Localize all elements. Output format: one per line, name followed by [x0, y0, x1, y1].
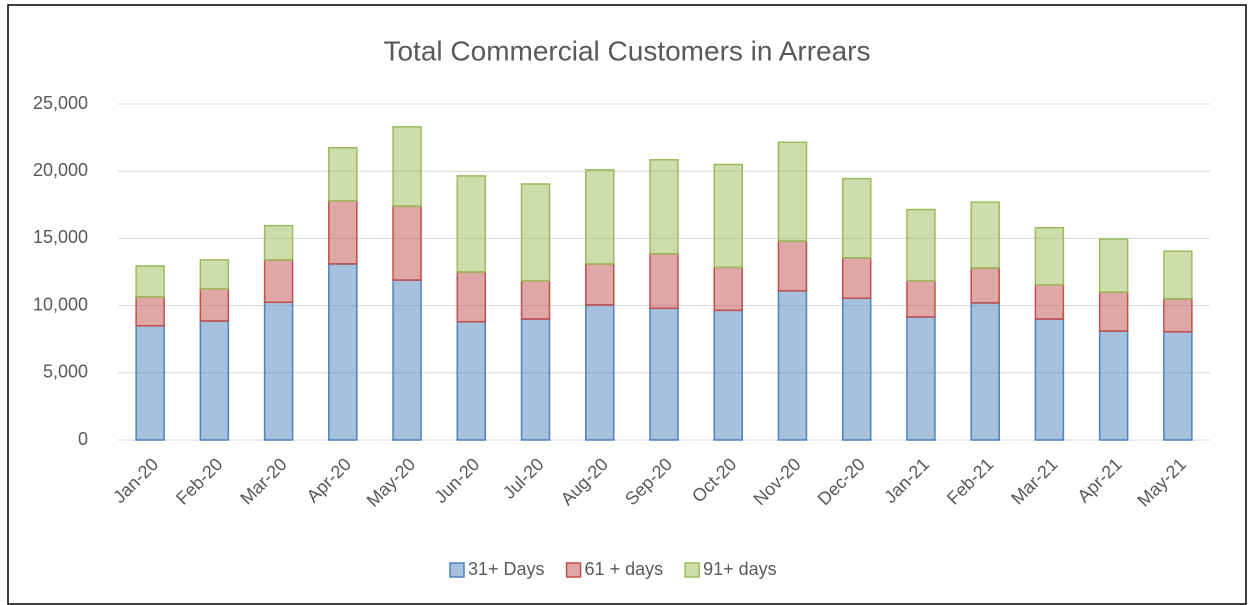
y-tick-label: 25,000 [33, 93, 88, 113]
bar-segment [585, 263, 615, 306]
bar-segment [392, 126, 422, 207]
bar-segment [263, 259, 294, 303]
bar-segment [1034, 284, 1065, 320]
bar-segment [970, 267, 1000, 304]
bar-segment [713, 266, 743, 312]
bar-segment [520, 279, 551, 320]
bar-segment [713, 163, 743, 269]
bar-segment [777, 240, 808, 292]
bar-segment [263, 224, 294, 261]
bar-segment [1163, 250, 1193, 300]
y-tick-label: 20,000 [33, 160, 88, 180]
bar-segment [585, 169, 615, 265]
bar-segment [777, 141, 808, 242]
bar-segment [1034, 318, 1065, 441]
bar-segment [649, 253, 679, 310]
y-tick-label: 15,000 [33, 227, 88, 247]
bar-segment [1098, 330, 1129, 441]
bar-segment [328, 200, 358, 265]
legend-label: 91+ days [703, 559, 777, 579]
y-tick-label: 0 [78, 429, 88, 449]
bar-segment [135, 296, 165, 327]
bar-segment [328, 263, 358, 441]
bar-segment [1163, 331, 1193, 441]
bar-segment [649, 307, 679, 441]
bar-segment [970, 302, 1000, 441]
bar-segment [906, 208, 936, 282]
bar-segment [199, 288, 230, 322]
bar-segment [1098, 291, 1129, 332]
bar-segment [649, 159, 679, 255]
bar-segment [906, 316, 936, 441]
chart-title: Total Commercial Customers in Arrears [383, 35, 870, 66]
bar-segment [392, 279, 422, 441]
bar-segment [263, 301, 294, 441]
legend-label: 61 + days [585, 559, 664, 579]
bar-segment [456, 320, 487, 441]
bar-segment [135, 325, 165, 441]
bar-segment [970, 201, 1000, 269]
bar-segment [135, 265, 165, 298]
bar-segment [841, 257, 872, 299]
bar-segment [520, 318, 551, 441]
bar-segment [328, 146, 358, 202]
bar-segment [841, 297, 872, 441]
bar-segment [777, 290, 808, 441]
bar-segment [841, 177, 872, 259]
legend-swatch [449, 562, 465, 578]
bar-segment [456, 271, 487, 323]
bar-segment [906, 279, 936, 318]
legend-label: 31+ Days [468, 559, 545, 579]
bar-segment [392, 205, 422, 281]
bar-segment [713, 309, 743, 441]
bar-segment [1098, 238, 1129, 293]
bar-segment [1034, 226, 1065, 286]
bar-segment [585, 304, 615, 441]
bar-segment [199, 320, 230, 441]
y-tick-label: 10,000 [33, 294, 88, 314]
y-tick-label: 5,000 [43, 362, 88, 382]
bar-segment [199, 259, 230, 290]
bar-segment [520, 183, 551, 282]
bar-segment [456, 175, 487, 273]
bar-segment [1163, 298, 1193, 333]
legend-swatch [565, 562, 582, 578]
legend-swatch [684, 562, 700, 578]
